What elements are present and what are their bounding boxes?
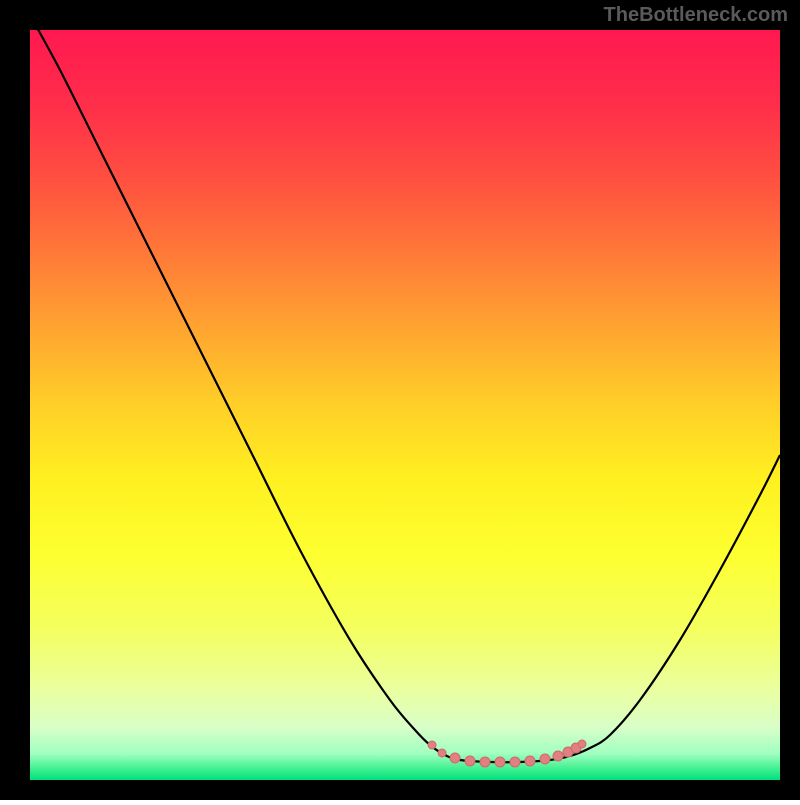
marker-point [578, 740, 586, 748]
marker-point [553, 751, 563, 761]
chart-svg [0, 0, 800, 800]
bottleneck-chart [0, 0, 800, 800]
watermark-text: TheBottleneck.com [604, 4, 788, 27]
marker-point [450, 753, 460, 763]
marker-point [480, 757, 490, 767]
marker-point [495, 757, 505, 767]
chart-plot-background [30, 30, 780, 780]
marker-point [525, 756, 535, 766]
marker-point [428, 741, 436, 749]
marker-point [540, 754, 550, 764]
marker-point [438, 749, 446, 757]
marker-point [510, 757, 520, 767]
marker-point [465, 756, 475, 766]
